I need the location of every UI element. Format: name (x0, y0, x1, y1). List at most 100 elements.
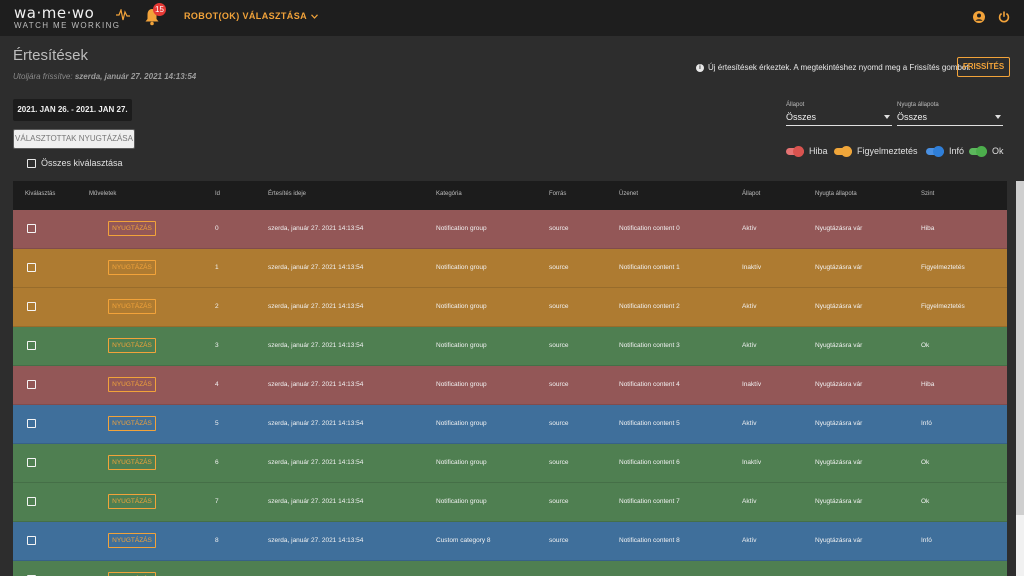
caret-down-icon (884, 115, 890, 119)
refresh-button[interactable]: FRISSÍTÉS (957, 57, 1010, 77)
cell-ack: Nyugtázásra vár (815, 459, 863, 466)
account-icon[interactable] (973, 11, 985, 23)
table-row[interactable]: NYUGTÁZÁS 5 szerda, január 27. 2021 14:13:… (13, 405, 1007, 444)
logo-wave-icon (116, 9, 130, 21)
cell-time: szerda, január 27. 2021 14:13:54 (268, 264, 364, 271)
legend-toggle[interactable]: Infó (925, 145, 964, 157)
table-row[interactable]: NYUGTÁZÁS 7 szerda, január 27. 2021 14:13:… (13, 483, 1007, 522)
row-checkbox[interactable] (27, 380, 36, 389)
select-all-checkbox[interactable]: Összes kiválasztása (27, 158, 123, 168)
cell-source: source (549, 381, 569, 388)
state-filter[interactable]: Állapot Összes (786, 102, 892, 126)
cell-time: szerda, január 27. 2021 14:13:54 (268, 342, 364, 349)
column-header[interactable]: Műveletek (89, 191, 117, 197)
cell-level: Infó (921, 537, 932, 544)
acknowledge-button[interactable]: NYUGTÁZÁS (108, 221, 156, 236)
row-checkbox[interactable] (27, 224, 36, 233)
logo-main-text: wa·me·wo (14, 4, 95, 22)
cell-id: 0 (215, 225, 219, 232)
app-logo[interactable]: wa·me·wo WATCH ME WORKING (14, 4, 130, 32)
table-row[interactable]: NYUGTÁZÁS 0 szerda, január 27. 2021 14:13:… (13, 210, 1007, 249)
cell-source: source (549, 303, 569, 310)
cell-source: source (549, 537, 569, 544)
table-row[interactable]: NYUGTÁZÁS 6 szerda, január 27. 2021 14:13:… (13, 444, 1007, 483)
cell-category: Notification group (436, 420, 487, 427)
legend-toggle[interactable]: Figyelmeztetés (833, 145, 918, 157)
row-checkbox[interactable] (27, 341, 36, 350)
cell-ack: Nyugtázásra vár (815, 498, 863, 505)
cell-level: Hiba (921, 381, 935, 388)
scrollbar-track[interactable] (1016, 515, 1024, 576)
last-updated: Utoljára frissítve: szerda, január 27. 2… (13, 72, 196, 81)
cell-category: Custom category 8 (436, 537, 491, 544)
page-title: Értesítések (13, 47, 89, 64)
robot-select-dropdown[interactable]: ROBOT(OK) VÁLASZTÁSA (184, 11, 318, 21)
row-checkbox[interactable] (27, 458, 36, 467)
date-range-picker[interactable]: 2021. JAN 26. - 2021. JAN 27. (13, 99, 132, 121)
legend-toggle[interactable]: Hiba (785, 145, 828, 157)
acknowledge-button[interactable]: NYUGTÁZÁS (108, 260, 156, 275)
column-header[interactable]: Állapot (742, 191, 761, 197)
cell-time: szerda, január 27. 2021 14:13:54 (268, 225, 364, 232)
table-row[interactable]: NYUGTÁZÁSOk (13, 561, 1007, 576)
cell-source: source (549, 225, 569, 232)
acknowledge-button[interactable]: NYUGTÁZÁS (108, 377, 156, 392)
table-row[interactable]: NYUGTÁZÁS 4 szerda, január 27. 2021 14:13:… (13, 366, 1007, 405)
acknowledge-button[interactable]: NYUGTÁZÁS (108, 533, 156, 548)
toggle-switch-icon (785, 145, 805, 157)
cell-state: Aktív (742, 498, 757, 505)
row-checkbox[interactable] (27, 536, 36, 545)
cell-category: Notification group (436, 459, 487, 466)
column-header[interactable]: Szint (921, 191, 935, 197)
cell-state: Aktív (742, 225, 757, 232)
power-icon[interactable] (998, 11, 1010, 23)
acknowledge-button[interactable]: NYUGTÁZÁS (108, 416, 156, 431)
acknowledge-button[interactable]: NYUGTÁZÁS (108, 299, 156, 314)
checkbox-icon (27, 158, 36, 168)
table-row[interactable]: NYUGTÁZÁS 3 szerda, január 27. 2021 14:13:… (13, 327, 1007, 366)
column-header[interactable]: Kiválasztás (25, 191, 56, 197)
acknowledge-button[interactable]: NYUGTÁZÁS (108, 338, 156, 353)
cell-level: Ok (921, 342, 930, 349)
cell-ack: Nyugtázásra vár (815, 303, 863, 310)
column-header[interactable]: Üzenet (619, 191, 639, 197)
column-header[interactable]: Kategória (436, 191, 462, 197)
cell-id: 8 (215, 537, 219, 544)
cell-ack: Nyugtázásra vár (815, 342, 863, 349)
table-row[interactable]: NYUGTÁZÁS 2 szerda, január 27. 2021 14:13:… (13, 288, 1007, 327)
acknowledge-selected-button[interactable]: VÁLASZTOTTAK NYUGTÁZÁSA (13, 129, 135, 149)
legend-toggle[interactable]: Ok (968, 145, 1004, 157)
row-checkbox[interactable] (27, 263, 36, 272)
ack-filter-value: Összes (897, 112, 928, 122)
cell-message: Notification content 6 (619, 459, 680, 466)
cell-message: Notification content 2 (619, 303, 680, 310)
cell-id: 4 (215, 381, 219, 388)
column-header[interactable]: Forrás (549, 191, 567, 197)
ack-filter-select[interactable]: Összes (897, 112, 1003, 126)
cell-time: szerda, január 27. 2021 14:13:54 (268, 381, 364, 388)
acknowledge-button[interactable]: NYUGTÁZÁS (108, 494, 156, 509)
row-checkbox[interactable] (27, 302, 36, 311)
cell-source: source (549, 342, 569, 349)
last-updated-label: Utoljára frissítve: (13, 72, 73, 81)
cell-state: Aktív (742, 420, 757, 427)
row-checkbox[interactable] (27, 419, 36, 428)
column-header[interactable]: Nyugta állapota (815, 191, 857, 197)
notifications-table: Kiválasztás Műveletek Id Értesítés ideje Kat… (13, 181, 1007, 576)
state-filter-select[interactable]: Összes (786, 112, 892, 126)
cell-source: source (549, 498, 569, 505)
toggle-switch-icon (833, 145, 853, 157)
cell-message: Notification content 8 (619, 537, 680, 544)
select-all-label: Összes kiválasztása (41, 158, 123, 168)
scrollbar-thumb[interactable] (1016, 181, 1024, 515)
acknowledge-button[interactable]: NYUGTÁZÁS (108, 455, 156, 470)
table-row[interactable]: NYUGTÁZÁS 1 szerda, január 27. 2021 14:13:… (13, 249, 1007, 288)
column-header[interactable]: Id (215, 191, 221, 197)
row-checkbox[interactable] (27, 497, 36, 506)
table-row[interactable]: NYUGTÁZÁS 8 szerda, január 27. 2021 14:13:… (13, 522, 1007, 561)
cell-category: Notification group (436, 303, 487, 310)
ack-filter[interactable]: Nyugta állapota Összes (897, 102, 1003, 126)
column-header[interactable]: Értesítés ideje (268, 191, 307, 197)
legend-label: Hiba (809, 146, 828, 156)
acknowledge-button[interactable]: NYUGTÁZÁS (108, 572, 156, 576)
